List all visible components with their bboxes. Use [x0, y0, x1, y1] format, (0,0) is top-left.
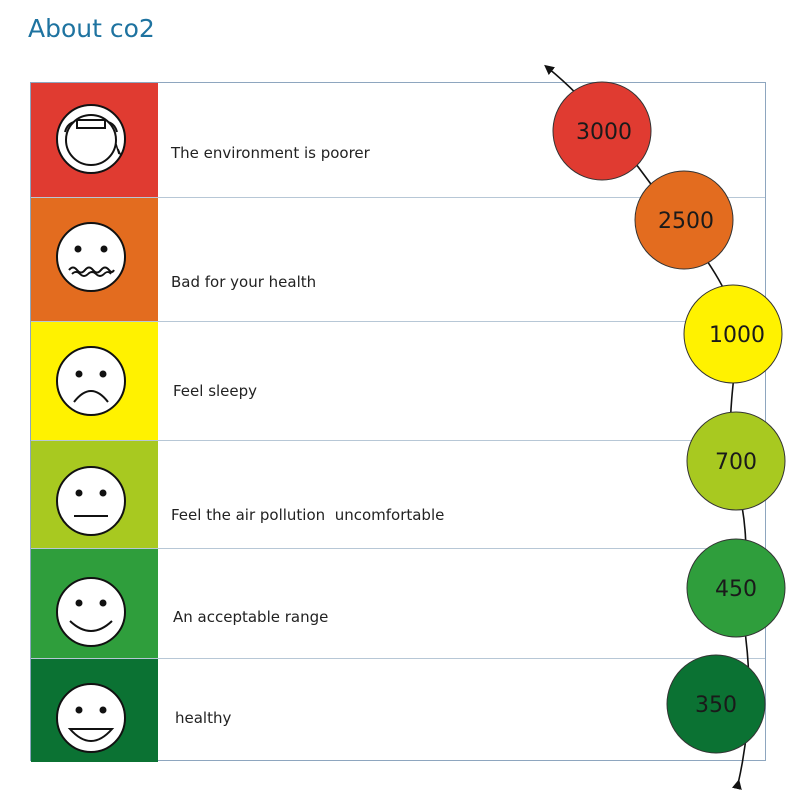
bubble-value: 3000 [576, 120, 632, 145]
co2-bubble-350: 350 [666, 654, 766, 754]
co2-bubble-2500: 2500 [634, 170, 734, 270]
level-row-1000: Feel sleepy [31, 322, 765, 441]
level-label: Bad for your health [171, 273, 317, 291]
level-label: Feel the air pollution uncomfortable [171, 506, 445, 524]
bubble-value: 1000 [709, 323, 765, 348]
co2-levels-table: The environment is poorer Bad for your h… [30, 82, 766, 762]
bubble-circle [634, 170, 734, 270]
bubble-circle [683, 284, 783, 384]
co2-bubble-1000: 1000 [683, 284, 783, 384]
bubble-value: 700 [715, 450, 757, 475]
smile-face-icon [56, 577, 126, 647]
bubble-value: 450 [715, 577, 757, 602]
co2-bubble-700: 700 [686, 411, 786, 511]
bubble-value: 2500 [658, 209, 714, 234]
level-row-3000: The environment is poorer [31, 83, 765, 198]
sick-face-icon [56, 222, 126, 292]
bubble-circle [686, 411, 786, 511]
bubble-circle [552, 81, 652, 181]
sad-face-icon [56, 346, 126, 416]
bubble-circle [686, 538, 786, 638]
level-row-700: Feel the air pollution uncomfortable [31, 441, 765, 549]
grin-face-icon [56, 683, 126, 753]
gas-mask-face-icon [56, 104, 126, 174]
level-label: Feel sleepy [173, 382, 258, 400]
co2-bubble-3000: 3000 [552, 81, 652, 181]
neutral-face-icon [56, 466, 126, 536]
level-row-350: healthy [31, 659, 765, 762]
bubble-circle [666, 654, 766, 754]
level-row-2500: Bad for your health [31, 198, 765, 322]
level-label: The environment is poorer [171, 144, 370, 162]
bubble-value: 350 [695, 693, 737, 718]
co2-bubble-450: 450 [686, 538, 786, 638]
level-label: An acceptable range [173, 608, 329, 626]
level-row-450: An acceptable range [31, 549, 765, 659]
level-label: healthy [175, 709, 232, 727]
page-title: About co2 [28, 14, 155, 43]
